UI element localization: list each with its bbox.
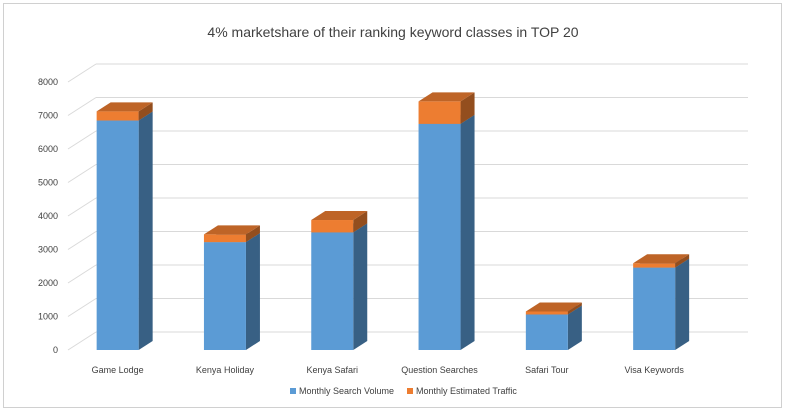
- bar-side: [460, 92, 475, 124]
- bar-front: [633, 263, 676, 268]
- y-tick-label: 5000: [38, 178, 58, 188]
- bar-side: [567, 302, 582, 315]
- gridline-diagonal: [67, 63, 97, 83]
- bar-kenya-holiday-estimated-traffic: [203, 225, 260, 243]
- bar-side: [675, 258, 690, 350]
- bar-front: [96, 120, 139, 351]
- bar-side: [138, 102, 153, 121]
- bar-kenya-safari-search-volume: [311, 223, 368, 350]
- bar-visa-keywords-estimated-traffic: [633, 254, 690, 268]
- bar-front: [311, 232, 354, 350]
- y-tick-label: 1000: [38, 312, 58, 322]
- bar-top: [633, 254, 690, 264]
- bar-top: [203, 225, 260, 235]
- x-tick-label: Kenya Holiday: [196, 365, 255, 375]
- legend: Monthly Search Volume Monthly Estimated T…: [290, 386, 517, 396]
- bar-visa-keywords-search-volume: [633, 258, 690, 350]
- bar-side: [138, 111, 153, 351]
- bar-game-lodge-estimated-traffic: [96, 102, 153, 121]
- gridline-diagonal: [67, 164, 97, 183]
- x-tick-label: Kenya Safari: [306, 365, 358, 375]
- y-axis: 0 1000 2000 3000 4000 5000 6000 7000 8000: [38, 77, 58, 355]
- bar-top: [525, 302, 582, 312]
- gridline-diagonal: [67, 331, 97, 351]
- bar-front: [203, 234, 246, 243]
- bar-question-searches-estimated-traffic: [418, 92, 475, 124]
- bars: [96, 92, 690, 351]
- x-tick-label: Visa Keywords: [624, 365, 684, 375]
- y-tick-label: 7000: [38, 111, 58, 121]
- bar-side: [245, 233, 260, 350]
- y-tick-label: 3000: [38, 245, 58, 255]
- bar-side: [460, 114, 475, 350]
- bar-front: [525, 314, 568, 350]
- gridline-diagonal: [67, 231, 97, 250]
- bar-side: [353, 211, 368, 233]
- bar-kenya-holiday-search-volume: [203, 233, 260, 350]
- chart-title: 4% marketshare of their ranking keyword …: [207, 24, 578, 40]
- gridline-diagonal: [67, 97, 97, 116]
- gridline-diagonal: [67, 264, 97, 284]
- x-tick-label: Game Lodge: [92, 365, 144, 375]
- bar-side: [353, 223, 368, 350]
- legend-swatch: [290, 388, 296, 394]
- bar-top: [418, 92, 475, 102]
- bar-side: [245, 225, 260, 243]
- legend-label: Monthly Search Volume: [299, 386, 394, 396]
- gridline-diagonal: [67, 130, 97, 150]
- bar-top: [96, 102, 153, 112]
- bar-front: [311, 220, 354, 233]
- legend-label: Monthly Estimated Traffic: [416, 386, 517, 396]
- bar-front: [633, 267, 676, 350]
- gridline-diagonal: [67, 298, 97, 317]
- x-tick-label: Safari Tour: [525, 365, 568, 375]
- bar-front: [96, 111, 139, 121]
- bar-kenya-safari-estimated-traffic: [311, 211, 368, 233]
- gridline-diagonal: [67, 197, 97, 217]
- bar-front: [418, 101, 461, 124]
- y-tick-label: 8000: [38, 77, 58, 87]
- y-tick-label: 4000: [38, 211, 58, 221]
- y-tick-label: 6000: [38, 144, 58, 154]
- x-axis: Game Lodge Kenya Holiday Kenya Safari Quest…: [92, 365, 685, 375]
- bar-side: [675, 254, 690, 268]
- y-tick-label: 2000: [38, 278, 58, 288]
- x-tick-label: Question Searches: [401, 365, 478, 375]
- bar-game-lodge-search-volume: [96, 111, 153, 351]
- bar-top: [311, 211, 368, 221]
- bar-question-searches-search-volume: [418, 114, 475, 350]
- bar-safari-tour-estimated-traffic: [525, 302, 582, 315]
- legend-swatch: [407, 388, 413, 394]
- bar-side: [567, 305, 582, 350]
- bar-front: [525, 311, 568, 315]
- bar-front: [418, 123, 461, 350]
- y-tick-label: 0: [53, 345, 58, 355]
- bar-front: [203, 242, 246, 350]
